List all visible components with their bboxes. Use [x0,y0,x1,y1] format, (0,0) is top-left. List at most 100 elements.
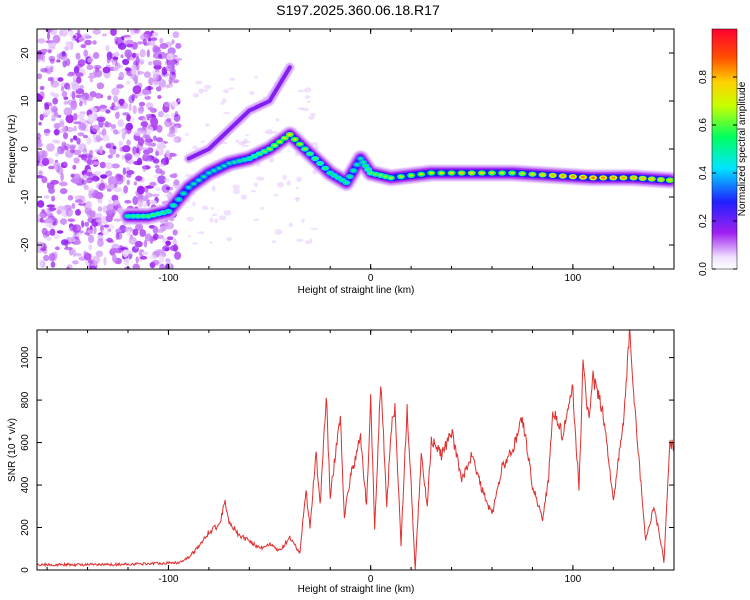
noise-speckle [114,51,120,57]
noise-speckle [105,215,113,223]
noise-speckle [256,176,265,181]
noise-speckle [117,42,127,50]
noise-speckle [250,190,257,193]
spectrogram-ytick-label: -10 [20,189,31,204]
ridge-core [449,171,454,175]
noise-speckle [84,221,90,227]
noise-speckle [105,209,113,213]
noise-speckle [70,173,75,178]
noise-speckle [165,220,169,228]
noise-speckle [167,47,176,55]
noise-speckle [172,229,178,236]
noise-speckle [83,184,89,190]
noise-speckle [115,176,124,185]
noise-speckle [122,58,130,66]
ridge-core [601,176,606,179]
noise-speckle [63,161,68,167]
ridge-core [161,211,166,214]
noise-speckle [136,147,140,154]
snr-ytick-label: 200 [20,519,31,536]
noise-speckle [166,236,174,241]
ridge-core [332,174,337,177]
noise-speckle [107,154,113,159]
noise-speckle [139,255,148,260]
noise-speckle [192,200,196,207]
noise-speckle [125,36,132,41]
noise-speckle [271,240,277,244]
noise-speckle [46,143,55,152]
noise-speckle [66,266,70,269]
noise-speckle [89,149,94,155]
noise-speckle [78,122,87,131]
noise-speckle [164,177,170,183]
noise-speckle [49,228,56,236]
noise-speckle [295,186,299,190]
noise-speckle [96,116,106,123]
noise-speckle [128,103,132,112]
noise-speckle [70,102,77,111]
ridge-core [308,152,312,155]
ridge-core [156,212,161,215]
ridge-core [429,171,434,175]
ridge-core [439,171,444,175]
noise-speckle [282,174,287,180]
noise-speckle [135,256,139,264]
noise-speckle [223,111,231,115]
noise-speckle [171,240,178,245]
noise-speckle [184,133,189,136]
ridge-core [591,176,596,179]
noise-speckle [115,153,120,158]
noise-speckle [137,200,143,208]
noise-speckle [148,107,154,111]
noise-speckle [221,98,227,104]
ridge-core [227,162,232,165]
ridge-core [181,192,186,195]
noise-speckle [50,29,57,36]
noise-speckle [73,113,78,121]
noise-speckle [40,48,49,53]
noise-speckle [62,56,68,61]
noise-speckle [49,58,55,64]
ridge-core [409,174,414,177]
noise-speckle [71,203,76,209]
noise-speckle [57,77,64,82]
noise-speckle [95,250,104,258]
noise-speckle [241,144,250,148]
noise-speckle [172,79,180,84]
ridge-core [323,167,328,170]
noise-speckle [126,80,131,86]
noise-speckle [152,59,162,65]
ridge-core [668,179,672,182]
noise-speckle [71,91,76,100]
colorbar: 0.0 0.2 0.4 0.6 0.8 Normalized spectral ampl… [698,28,748,276]
noise-speckle [77,132,85,137]
noise-speckle [141,251,149,256]
chart-title: S197.2025.360.06.18.R17 [276,2,440,18]
noise-speckle [56,53,62,60]
noise-speckle [91,156,98,161]
noise-speckle [160,170,166,176]
noise-speckle [143,71,151,78]
noise-speckle [67,236,76,243]
noise-speckle [155,187,162,192]
noise-speckle [72,149,82,156]
noise-speckle [103,256,107,266]
noise-speckle [65,114,74,124]
noise-speckle [112,58,116,66]
noise-speckle [150,37,158,41]
spectrogram-ytick-label: -20 [20,237,31,252]
noise-speckle [172,31,180,39]
noise-speckle [139,49,146,58]
noise-speckle [55,152,60,157]
noise-speckle [128,236,137,245]
ridge-core [358,157,363,160]
noise-speckle [46,204,56,208]
noise-speckle [78,118,87,123]
ridge-core [611,176,616,179]
noise-speckle [102,134,110,142]
ridge-core [302,147,307,151]
colorbar-tick-label: 0.8 [698,70,709,84]
noise-speckle [152,226,159,235]
